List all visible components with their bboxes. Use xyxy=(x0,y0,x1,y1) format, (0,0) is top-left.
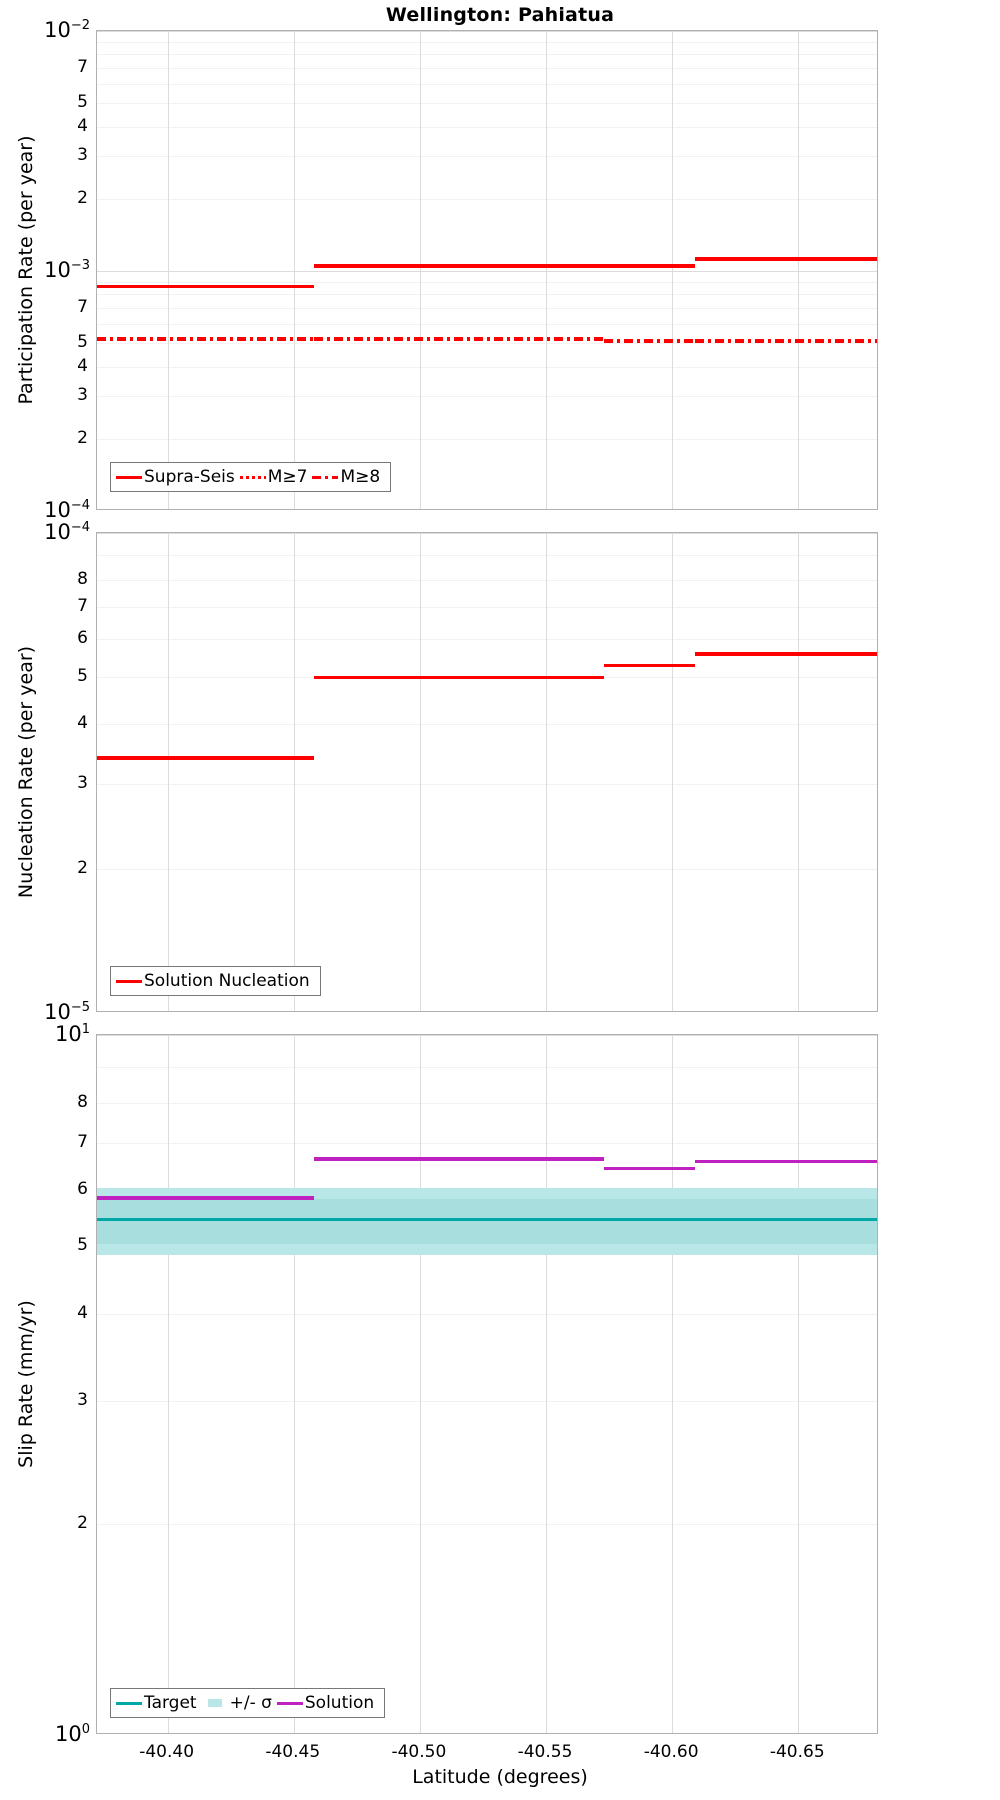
series-segment-target xyxy=(97,1217,314,1222)
legend-swatch-dotted xyxy=(239,470,266,484)
series-segment-solution-nucleation xyxy=(313,675,605,680)
legend-entry: M≥8 xyxy=(312,467,385,487)
panel-slip-rate xyxy=(96,1034,878,1734)
y-tick-minor: 4 xyxy=(77,355,88,376)
legend-label: M≥7 xyxy=(267,467,308,487)
y-tick-minor: 3 xyxy=(77,145,88,166)
y-tick-minor: 3 xyxy=(77,1390,88,1410)
legend-swatch-solid xyxy=(116,974,142,988)
series-segment-m-7 xyxy=(604,264,695,268)
y-tick-major: 100 xyxy=(54,1722,90,1746)
y-tick-minor: 4 xyxy=(77,1302,88,1323)
legend-label: Solution Nucleation xyxy=(144,971,310,991)
x-tick-label: -40.55 xyxy=(517,1742,573,1762)
y-tick-major: 10−4 xyxy=(44,520,90,544)
sigma-band-inner xyxy=(97,1198,877,1245)
legend-entry: Target xyxy=(116,1693,202,1713)
series-segment-solution-nucleation xyxy=(604,663,695,668)
series-segment-solution-nucleation xyxy=(97,756,314,760)
series-segment-target xyxy=(604,1217,695,1222)
y-tick-minor: 8 xyxy=(77,568,88,589)
y-tick-minor: 4 xyxy=(77,713,88,733)
y-tick-minor: 5 xyxy=(77,92,88,113)
x-tick-label: -40.45 xyxy=(265,1742,321,1762)
x-axis-label: Latitude (degrees) xyxy=(412,1766,588,1788)
x-tick-label: -40.60 xyxy=(643,1742,699,1762)
y-tick-major: 10−2 xyxy=(44,18,90,42)
y-tick-major: 10−4 xyxy=(44,498,90,522)
legend-label: +/- σ xyxy=(229,1693,272,1713)
series-segment-solution xyxy=(604,1166,695,1170)
plot-area-participation xyxy=(96,30,878,510)
legend-swatch-solid xyxy=(116,1696,142,1710)
series-segment-m-8 xyxy=(694,339,877,343)
series-segment-m-7 xyxy=(313,264,605,268)
legend-label: Solution xyxy=(304,1693,375,1713)
y-tick-minor: 2 xyxy=(77,857,88,878)
legend-entry: +/- σ xyxy=(202,1693,277,1713)
series-segment-target xyxy=(694,1217,877,1222)
y-tick-minor: 7 xyxy=(77,1132,88,1153)
series-segment-m-7 xyxy=(97,285,314,289)
legend-slip: Target +/- σ Solution xyxy=(110,1688,386,1718)
series-segment-m-7 xyxy=(694,257,877,261)
legend-entry: Supra-Seis xyxy=(116,467,240,487)
legend-swatch-dashdot xyxy=(312,470,339,484)
y-axis-label-nucleation: Nucleation Rate (per year) xyxy=(15,645,37,899)
legend-swatch-solid xyxy=(116,470,142,484)
series-segment-m-8 xyxy=(97,337,314,341)
panel-nucleation-rate xyxy=(96,532,878,1012)
legend-swatch-solid xyxy=(276,1696,303,1710)
series-segment-m-8 xyxy=(313,337,605,341)
legend-label: Supra-Seis xyxy=(144,467,235,487)
legend-participation: Supra-Seis M≥7 M≥8 xyxy=(110,462,392,492)
series-segment-solution xyxy=(313,1157,605,1161)
y-tick-minor: 4 xyxy=(77,115,88,136)
series-segment-solution-nucleation xyxy=(694,652,877,656)
y-tick-minor: 2 xyxy=(77,187,88,208)
y-tick-minor: 2 xyxy=(77,427,88,448)
y-tick-major: 101 xyxy=(54,1022,90,1046)
y-tick-minor: 7 xyxy=(77,57,88,78)
legend-nucleation: Solution Nucleation xyxy=(110,966,321,996)
y-tick-minor: 5 xyxy=(77,332,88,353)
y-tick-minor: 5 xyxy=(77,666,88,687)
y-tick-minor: 2 xyxy=(77,1513,88,1534)
y-tick-minor: 7 xyxy=(77,596,88,617)
series-segment-m-8 xyxy=(604,339,695,343)
series-segment-solution xyxy=(694,1159,877,1163)
y-tick-major: 10−5 xyxy=(44,1000,90,1024)
y-tick-minor: 7 xyxy=(77,297,88,318)
series-segment-solution xyxy=(97,1196,314,1200)
panel-participation-rate xyxy=(96,30,878,510)
legend-label: Target xyxy=(144,1693,197,1713)
x-tick-label: -40.40 xyxy=(139,1742,195,1762)
y-tick-minor: 8 xyxy=(77,1091,88,1112)
y-tick-minor: 5 xyxy=(77,1234,88,1255)
y-tick-minor: 6 xyxy=(77,1179,88,1200)
figure-title: Wellington: Pahiatua xyxy=(385,4,615,26)
y-tick-minor: 3 xyxy=(77,772,88,793)
legend-entry: Solution xyxy=(276,1693,379,1713)
y-axis-label-slip: Slip Rate (mm/yr) xyxy=(15,1300,37,1468)
y-tick-major: 10−3 xyxy=(44,258,90,282)
legend-entry: M≥7 xyxy=(239,467,313,487)
x-tick-label: -40.65 xyxy=(769,1742,825,1762)
plot-area-nucleation xyxy=(96,532,878,1012)
series-segment-target xyxy=(313,1217,605,1222)
legend-entry: Solution Nucleation xyxy=(116,971,315,991)
x-tick-label: -40.50 xyxy=(391,1742,447,1762)
legend-label: M≥8 xyxy=(340,467,381,487)
y-tick-minor: 6 xyxy=(77,628,88,649)
plot-area-slip xyxy=(96,1034,878,1734)
legend-swatch-patch xyxy=(202,1696,228,1710)
y-tick-minor: 3 xyxy=(77,385,88,406)
